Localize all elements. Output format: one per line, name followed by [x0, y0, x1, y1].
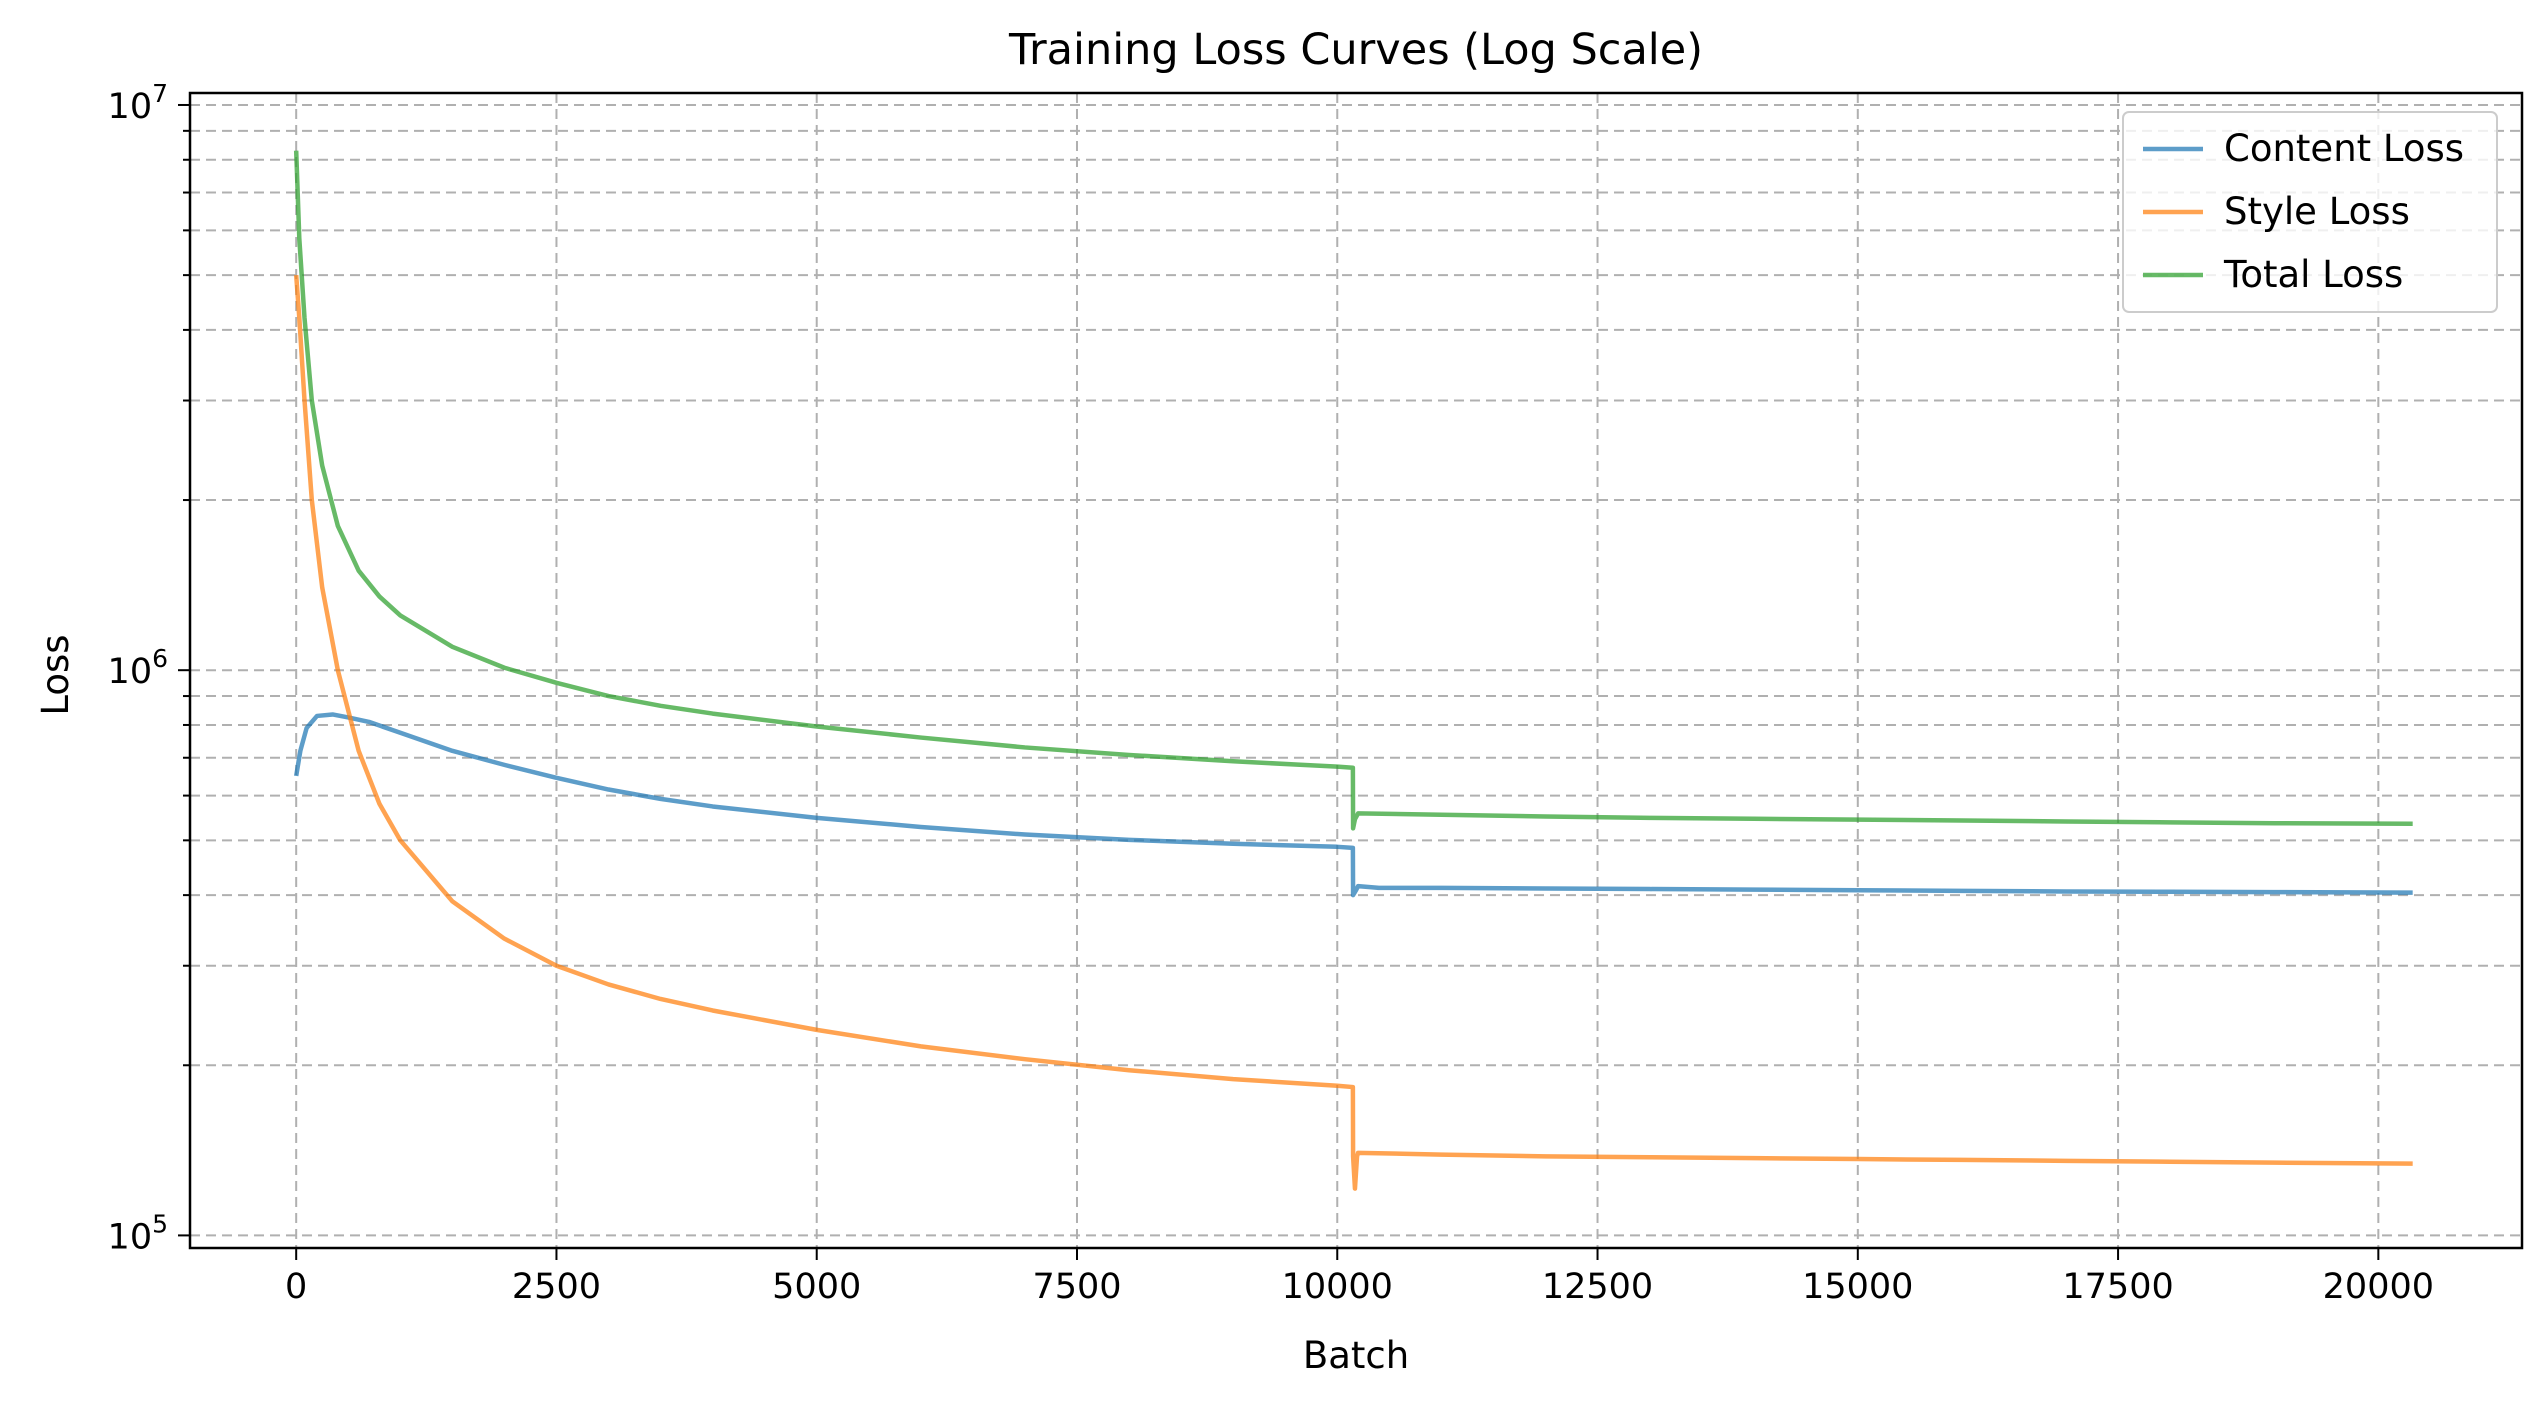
x-tick-label: 5000: [772, 1267, 861, 1307]
series-line-style-loss: [293, 274, 2413, 1191]
chart-title: Training Loss Curves (Log Scale): [1008, 25, 1703, 75]
y-tick-label: 106: [108, 644, 168, 692]
legend-label-style-loss: Style Loss: [2224, 190, 2410, 233]
x-tick-label: 17500: [2062, 1267, 2173, 1307]
x-tick-label: 10000: [1282, 1267, 1393, 1307]
series-line-total-loss: [293, 150, 2413, 831]
y-axis-label: Loss: [34, 634, 77, 715]
grid-layer: [190, 93, 2522, 1248]
x-tick-label: 20000: [2323, 1267, 2434, 1307]
legend-label-content-loss: Content Loss: [2224, 127, 2464, 170]
x-tick-label: 0: [285, 1267, 307, 1307]
x-tick-label: 7500: [1032, 1267, 1121, 1307]
series-layer: [293, 150, 2413, 1191]
x-tick-label: 12500: [1542, 1267, 1653, 1307]
tick-layer: 0 2500 5000 7500 10000 12500 15000 17500 20000 10…: [108, 79, 2434, 1307]
x-tick-label: 2500: [512, 1267, 601, 1307]
legend-label-total-loss: Total Loss: [2223, 253, 2403, 296]
series-line-content-loss: [293, 712, 2413, 898]
x-tick-label: 15000: [1802, 1267, 1913, 1307]
x-axis-label: Batch: [1303, 1334, 1409, 1377]
y-tick-label: 105: [108, 1209, 168, 1257]
y-tick-label: 107: [108, 79, 168, 127]
legend-frame: [2122, 111, 2498, 313]
legend: Content Loss Style Loss Total Loss: [2122, 111, 2498, 313]
